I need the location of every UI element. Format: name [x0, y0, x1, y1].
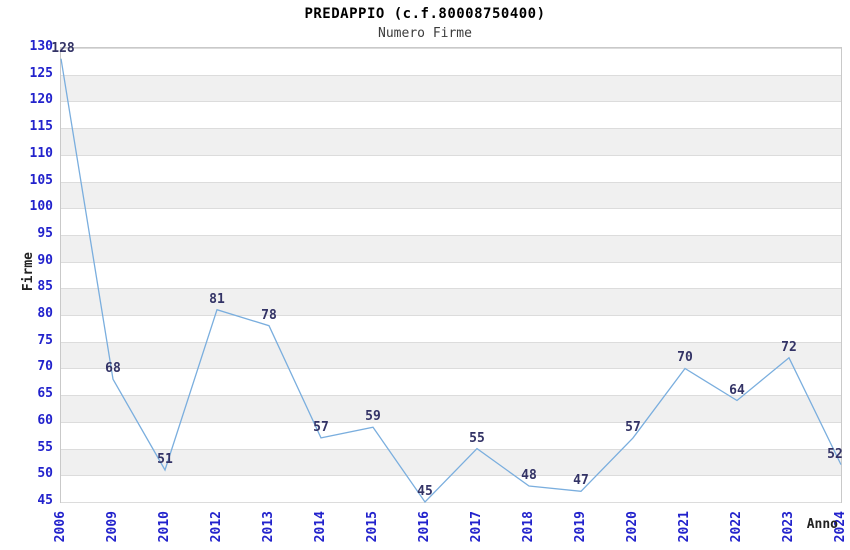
gridline: [61, 155, 841, 156]
y-tick-label: 115: [29, 119, 53, 135]
y-tick-label: 45: [37, 493, 53, 508]
x-tick-label: 2014: [312, 511, 328, 543]
gridline: [61, 182, 841, 183]
gridline: [61, 101, 841, 102]
x-tick-label: 2023: [780, 511, 796, 543]
gridline: [61, 128, 841, 129]
plot-band: [61, 128, 841, 155]
x-tick-label: 2013: [260, 511, 276, 543]
plot-band: [61, 181, 841, 209]
gridline: [61, 368, 841, 369]
x-tick-label: 2016: [416, 511, 432, 543]
plot-band: [61, 288, 841, 316]
plot-band: [61, 395, 841, 422]
gridline: [61, 262, 841, 263]
gridline: [61, 315, 841, 316]
x-tick-label: 2018: [520, 511, 536, 543]
y-tick-label: 100: [29, 199, 53, 215]
plot-area: 128 68 51 81 78 57 59 45 55 48 47 57 70 64 72 52: [51, 41, 843, 504]
x-tick-label: 2015: [364, 511, 380, 543]
y-tick-label: 80: [37, 306, 53, 322]
y-tick-label: 105: [29, 172, 53, 188]
x-tick-label: 2019: [572, 511, 588, 543]
x-tick-label: 2010: [156, 511, 172, 543]
y-tick-label: 90: [37, 252, 53, 268]
x-tick-label: 2021: [676, 511, 692, 543]
gridline: [61, 342, 841, 343]
gridline: [61, 502, 841, 503]
y-tick-label: 120: [29, 92, 53, 108]
x-axis-title: Anno: [806, 517, 838, 532]
plot-band: [61, 341, 841, 369]
line-series: [60, 58, 842, 504]
gridline: [61, 235, 841, 236]
y-tick-label: 110: [29, 145, 53, 161]
x-tick-label: 2012: [208, 511, 224, 543]
y-tick-label: 60: [37, 412, 53, 428]
y-tick-label: 130: [29, 39, 53, 54]
gridline: [61, 422, 841, 423]
gridline: [61, 48, 841, 49]
y-tick-label: 95: [37, 225, 53, 241]
plot-band: [61, 448, 841, 476]
y-tick-label: 70: [37, 359, 53, 375]
gridline: [61, 208, 841, 209]
chart-subtitle: Numero Firme: [378, 26, 472, 41]
gridline: [61, 449, 841, 450]
y-tick-label: 75: [37, 332, 53, 348]
x-tick-label: 2009: [104, 511, 120, 543]
x-tick-label: 2022: [728, 511, 744, 543]
y-tick-label: 55: [37, 439, 53, 455]
plot-band: [61, 234, 841, 262]
y-tick-label: 85: [37, 279, 53, 295]
x-tick-label: 2020: [624, 511, 640, 543]
plot-band: [61, 74, 841, 102]
x-tick-label: 2017: [468, 511, 484, 543]
y-tick-label: 125: [29, 65, 53, 81]
gridline: [61, 288, 841, 289]
y-axis-title: Firme: [21, 252, 36, 292]
y-tick-label: 50: [37, 466, 53, 482]
x-tick-label: 2006: [52, 511, 68, 543]
y-tick-label: 65: [37, 386, 53, 402]
gridline: [61, 395, 841, 396]
line-series-svg: [60, 58, 842, 504]
chart-title: PREDAPPIO (c.f.80008750400): [304, 6, 546, 22]
gridline: [61, 75, 841, 76]
